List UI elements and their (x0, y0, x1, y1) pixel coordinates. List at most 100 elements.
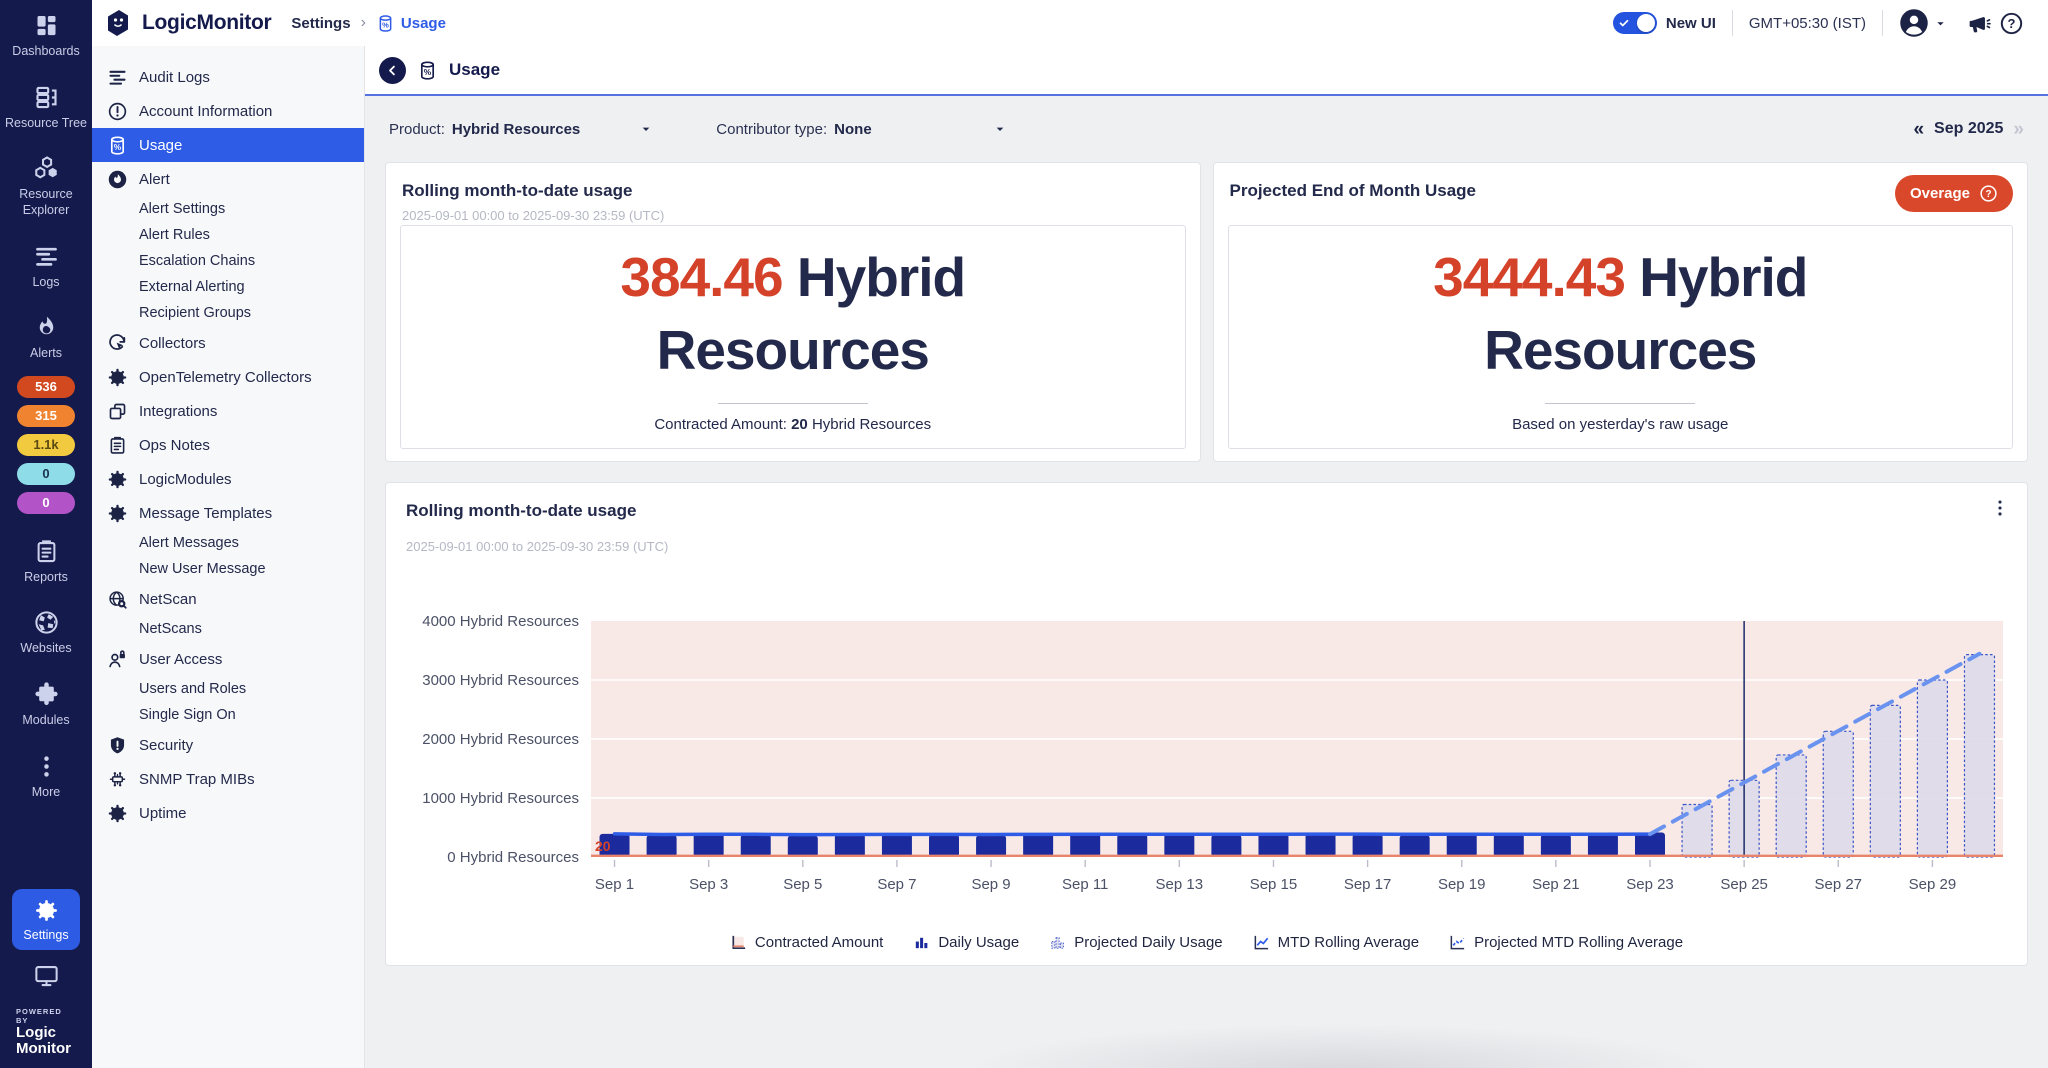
help-icon[interactable]: ? (1999, 11, 2024, 36)
avatar[interactable] (1899, 8, 1929, 38)
sidebar-item-message-templates[interactable]: Message Templates (92, 496, 364, 530)
sidebar-item-uptime[interactable]: Uptime (92, 796, 364, 830)
sidebar-item-snmp-trap-mibs[interactable]: SNMP Trap MIBs (92, 762, 364, 796)
new-ui-label: New UI (1665, 14, 1716, 32)
sidebar-item-collectors[interactable]: Collectors (92, 326, 364, 360)
divider (1731, 10, 1733, 36)
sidebar-item-logs[interactable]: Logs (2, 243, 90, 291)
sidebar-item-netscan[interactable]: NetScan (92, 582, 364, 616)
product-label: Product: (389, 120, 445, 138)
sidebar-item-logicmodules[interactable]: LogicModules (92, 462, 364, 496)
divider (1882, 10, 1883, 36)
sidebar-item-alert-rules[interactable]: Alert Rules (92, 222, 364, 248)
sidebar-item-usage[interactable]: % Usage (92, 128, 364, 162)
sidebar-item-alert-messages[interactable]: Alert Messages (92, 530, 364, 556)
breadcrumb-usage-label: Usage (400, 14, 446, 32)
sidebar-item-settings[interactable]: Settings (12, 888, 80, 951)
product-dropdown[interactable]: Product: Hybrid Resources (389, 121, 654, 138)
tree-icon (33, 84, 60, 111)
legend-item-daily-usage[interactable]: Daily Usage (913, 934, 1019, 951)
sidebar-item-alerts[interactable]: Alerts (2, 314, 90, 362)
chevron-down-icon (638, 121, 654, 137)
projected-value-panel: 3444.43 Hybrid Resources Based on yester… (1227, 225, 2013, 449)
usage-icon: % (376, 14, 395, 33)
breadcrumb-usage[interactable]: % Usage (376, 14, 446, 33)
next-month-button[interactable]: » (2013, 118, 2024, 140)
sidebar-item-label: Message Templates (139, 504, 273, 522)
sidebar-item-label: Single Sign On (139, 707, 236, 723)
projected-usage-card: Projected End of Month Usage Overage ? 3… (1212, 162, 2028, 462)
usage-chart[interactable]: 0 Hybrid Resources 1000 Hybrid Resources 2… (406, 595, 2009, 927)
svg-text:0 Hybrid Resources: 0 Hybrid Resources (447, 849, 579, 866)
sidebar-item-security[interactable]: Security (92, 728, 364, 762)
clipboard-icon (33, 538, 60, 565)
sidebar-item-alert[interactable]: Alert (92, 162, 364, 196)
sidebar-item-audit-logs[interactable]: Audit Logs (92, 60, 364, 94)
sidebar-item-resource-explorer[interactable]: Resource Explorer (2, 155, 90, 218)
legend-item-projected-daily-usage[interactable]: Projected Daily Usage (1049, 934, 1223, 951)
alert-count-badge[interactable]: 0 (17, 491, 75, 514)
overage-badge[interactable]: Overage ? (1894, 175, 2013, 212)
sidebar-item-recipient-groups[interactable]: Recipient Groups (92, 300, 364, 326)
card-title: Rolling month-to-date usage (402, 181, 633, 200)
contracted-amount-note: Contracted Amount: 20 Hybrid Resources (654, 416, 932, 434)
sidebar-item-ops-notes[interactable]: Ops Notes (92, 428, 364, 462)
sidebar-item-resource-tree[interactable]: Resource Tree (2, 84, 90, 132)
contributor-type-dropdown[interactable]: Contributor type: None (716, 121, 1007, 138)
monitor-icon[interactable] (33, 962, 60, 989)
sidebar-item-user-access[interactable]: User Access (92, 642, 364, 676)
svg-text:?: ? (1985, 189, 1991, 200)
grid-icon (33, 12, 60, 39)
alert-count-badge[interactable]: 0 (17, 462, 75, 485)
previous-month-button[interactable]: « (1913, 118, 1925, 140)
sidebar-item-modules[interactable]: Modules (2, 681, 90, 729)
sidebar-item-single-sign-on[interactable]: Single Sign On (92, 702, 364, 728)
back-button[interactable] (379, 56, 406, 84)
announcements-icon[interactable] (1966, 11, 1991, 36)
help-icon: ? (1979, 184, 1998, 203)
sidebar-item-alert-settings[interactable]: Alert Settings (92, 196, 364, 222)
sidebar-item-websites[interactable]: Websites (2, 609, 90, 657)
rail-item-label: Resource Explorer (19, 187, 73, 217)
summary-cards: Rolling month-to-date usage 2025-09-01 0… (365, 162, 2048, 462)
sidebar-item-external-alerting[interactable]: External Alerting (92, 274, 364, 300)
user-access-icon (107, 649, 128, 670)
sidebar-item-users-and-roles[interactable]: Users and Roles (92, 676, 364, 702)
alert-count-badge[interactable]: 536 (17, 375, 75, 398)
flame-circle-icon (107, 169, 128, 190)
legend-item-mtd-rolling-average[interactable]: MTD Rolling Average (1253, 934, 1419, 951)
alert-count-badge[interactable]: 1.1k (17, 433, 75, 456)
flame-icon (33, 314, 60, 341)
contributor-value: None (834, 120, 872, 138)
sidebar-item-label: Escalation Chains (139, 253, 256, 269)
svg-text:4000 Hybrid Resources: 4000 Hybrid Resources (422, 613, 579, 630)
card-subtitle: 2025-09-01 00:00 to 2025-09-30 23:59 (UT… (402, 208, 665, 223)
svg-text:1000 Hybrid Resources: 1000 Hybrid Resources (422, 790, 579, 807)
settings-sidebar: Audit Logs Account Information% Usage Alert… (92, 46, 365, 1068)
new-ui-toggle[interactable] (1612, 12, 1657, 34)
sidebar-item-escalation-chains[interactable]: Escalation Chains (92, 248, 364, 274)
legend-item-contracted-amount[interactable]: Contracted Amount (730, 934, 883, 951)
chart-menu-kebab-icon[interactable] (1989, 497, 2011, 519)
breadcrumb-settings[interactable]: Settings (291, 14, 351, 32)
period-navigator: « Sep 2025 » (1913, 120, 2024, 139)
sidebar-item-integrations[interactable]: Integrations (92, 394, 364, 428)
sidebar-item-label: Users and Roles (139, 681, 247, 697)
chevron-down-icon[interactable] (1933, 16, 1948, 31)
sidebar-item-new-user-message[interactable]: New User Message (92, 556, 364, 582)
projected-note: Based on yesterday's raw usage (1512, 416, 1729, 434)
logo[interactable]: LogicMonitor (102, 7, 272, 39)
sidebar-item-dashboards[interactable]: Dashboards (2, 12, 90, 60)
alert-count-badge[interactable]: 315 (17, 404, 75, 427)
sidebar-item-account-information[interactable]: Account Information (92, 94, 364, 128)
sidebar-item-label: Alert Messages (139, 535, 239, 551)
sidebar-item-reports[interactable]: Reports (2, 538, 90, 586)
legend-label: Daily Usage (938, 934, 1020, 951)
sidebar-item-more[interactable]: More (2, 753, 90, 801)
sidebar-item-netscans[interactable]: NetScans (92, 616, 364, 642)
gear-icon (34, 898, 59, 923)
legend-item-projected-mtd-rolling-average[interactable]: Projected MTD Rolling Average (1449, 934, 1683, 951)
sidebar-item-label: Ops Notes (139, 436, 210, 454)
sidebar-item-opentelemetry-collectors[interactable]: OpenTelemetry Collectors (92, 360, 364, 394)
legend-projected-daily-icon (1049, 934, 1066, 951)
